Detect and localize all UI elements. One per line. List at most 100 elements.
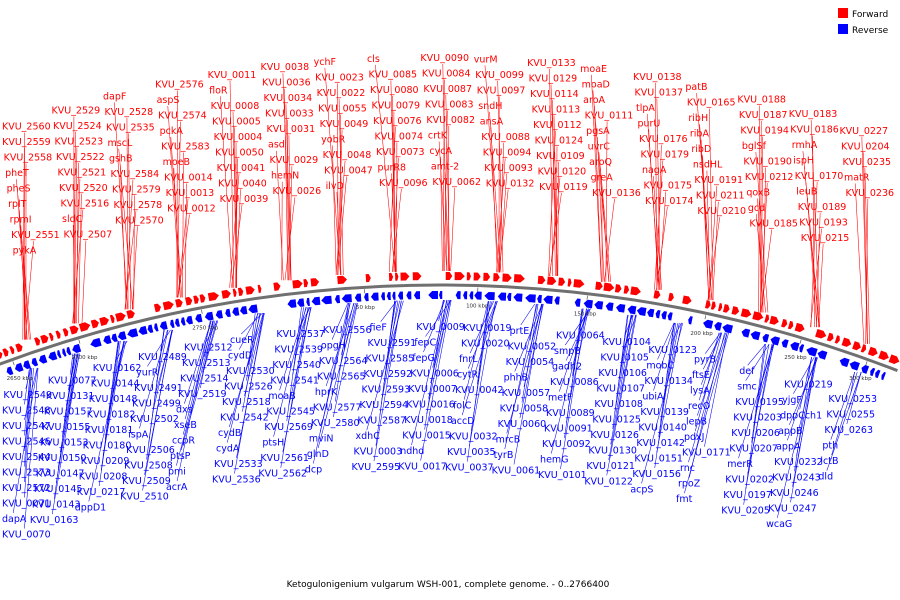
forward-gene-label[interactable]: KVU_0133 bbox=[527, 58, 576, 69]
forward-gene-label[interactable]: KVU_0055 bbox=[318, 103, 367, 114]
forward-gene-label[interactable]: KVU_2583 bbox=[161, 141, 210, 152]
reverse-gene-label[interactable]: mviN bbox=[309, 434, 334, 445]
forward-gene-label[interactable]: KVU_0176 bbox=[639, 134, 688, 145]
forward-gene-label[interactable]: KVU_2529 bbox=[52, 105, 101, 116]
reverse-gene-label[interactable]: pdxJ bbox=[684, 432, 704, 443]
forward-gene-label[interactable]: KVU_0034 bbox=[264, 93, 313, 104]
reverse-gene-label[interactable]: KVU_2562 bbox=[258, 469, 307, 480]
forward-gene-label[interactable]: KVU_0038 bbox=[261, 62, 310, 73]
reverse-gene-label[interactable]: KVU_0018 bbox=[404, 415, 453, 426]
forward-gene-label[interactable]: KVU_0085 bbox=[368, 69, 417, 80]
forward-gene-label[interactable]: tlpA bbox=[636, 103, 655, 114]
reverse-gene-label[interactable]: KVU_0197 bbox=[723, 490, 772, 501]
forward-gene-label[interactable]: ribD bbox=[691, 144, 711, 155]
forward-gene-label[interactable]: KVU_0049 bbox=[320, 119, 369, 130]
reverse-gene-label[interactable]: KVU_2548 bbox=[2, 405, 51, 416]
reverse-gene-label[interactable]: phhB bbox=[504, 372, 529, 383]
forward-gene-label[interactable]: KVU_2559 bbox=[2, 137, 51, 148]
forward-gene-label[interactable]: ansA bbox=[480, 116, 504, 127]
forward-gene-label[interactable]: KVU_0029 bbox=[270, 155, 319, 166]
reverse-gene-label[interactable]: KVU_0243 bbox=[772, 472, 821, 483]
forward-gene-label[interactable]: KVU_0236 bbox=[845, 188, 894, 199]
reverse-gene-label[interactable]: KVU_0147 bbox=[36, 469, 85, 480]
reverse-gene-label[interactable]: cueR bbox=[230, 335, 254, 346]
forward-gene-label[interactable]: KVU_0093 bbox=[484, 163, 533, 174]
reverse-gene-label[interactable]: KVU_0140 bbox=[638, 422, 687, 433]
reverse-gene-label[interactable]: KVU_0070 bbox=[2, 529, 51, 540]
forward-gene-label[interactable]: KVU_0190 bbox=[743, 157, 792, 168]
reverse-gene-label[interactable]: ccpR bbox=[172, 436, 195, 447]
reverse-gene-label[interactable]: appA bbox=[776, 441, 801, 452]
reverse-gene-label[interactable]: KVU_2489 bbox=[138, 352, 187, 363]
forward-gene-label[interactable]: KVU_2522 bbox=[56, 152, 105, 163]
forward-gene-label[interactable]: KVU_0165 bbox=[687, 98, 736, 109]
reverse-gene-label[interactable]: yjgF bbox=[782, 395, 802, 406]
reverse-gene-label[interactable]: KVU_0020 bbox=[461, 339, 510, 350]
reverse-gene-label[interactable]: smc bbox=[737, 382, 756, 393]
forward-gene-label[interactable]: KVU_0210 bbox=[697, 206, 746, 217]
reverse-gene-label[interactable]: KVU_2508 bbox=[124, 460, 173, 471]
forward-gene-label[interactable]: KVU_0119 bbox=[539, 182, 588, 193]
forward-gene-label[interactable]: KVU_0080 bbox=[370, 85, 419, 96]
reverse-gene-label[interactable]: KVU_2547 bbox=[2, 421, 51, 432]
forward-gene-label[interactable]: KVU_0023 bbox=[315, 72, 364, 83]
reverse-gene-label[interactable]: KVU_0130 bbox=[588, 445, 637, 456]
forward-gene-label[interactable]: KVU_0111 bbox=[585, 110, 634, 121]
forward-gene-label[interactable]: KVU_0074 bbox=[374, 131, 423, 142]
reverse-gene-label[interactable]: KVU_2580 bbox=[311, 418, 360, 429]
reverse-gene-label[interactable]: KVU_0255 bbox=[826, 410, 875, 421]
reverse-gene-label[interactable]: dppD1 bbox=[75, 502, 106, 513]
reverse-gene-label[interactable]: KVU_2594 bbox=[360, 400, 409, 411]
forward-gene-label[interactable]: KVU_0050 bbox=[215, 147, 264, 158]
forward-gene-label[interactable]: KVU_0084 bbox=[422, 69, 471, 80]
forward-gene-label[interactable]: ribA bbox=[690, 129, 710, 140]
reverse-gene-label[interactable]: KVU_0064 bbox=[556, 331, 605, 342]
reverse-gene-label[interactable]: KVU_0139 bbox=[640, 407, 689, 418]
forward-gene-label[interactable]: gcd bbox=[748, 203, 765, 214]
reverse-gene-label[interactable]: KVU_0058 bbox=[500, 403, 549, 414]
reverse-gene-label[interactable]: KVU_0144 bbox=[91, 378, 140, 389]
reverse-gene-label[interactable]: KVU_2592 bbox=[364, 369, 413, 380]
forward-gene-label[interactable]: KVU_2507 bbox=[64, 229, 113, 240]
forward-gene-label[interactable]: KVU_2516 bbox=[61, 198, 110, 209]
forward-gene-label[interactable]: KVU_2576 bbox=[155, 79, 204, 90]
forward-gene-label[interactable]: KVU_0193 bbox=[799, 218, 848, 229]
forward-gene-label[interactable]: moaD bbox=[582, 79, 610, 90]
forward-gene-label[interactable]: KVU_0132 bbox=[486, 178, 535, 189]
reverse-gene-label[interactable]: pmi bbox=[168, 467, 186, 478]
reverse-gene-label[interactable]: pyrB bbox=[694, 355, 716, 366]
forward-gene-label[interactable]: aspS bbox=[157, 95, 180, 106]
reverse-gene-label[interactable]: KVU_2510 bbox=[120, 491, 169, 502]
forward-gene-label[interactable]: KVU_2523 bbox=[55, 136, 104, 147]
forward-gene-label[interactable]: KVU_0090 bbox=[420, 53, 469, 64]
reverse-gene-label[interactable]: metF bbox=[548, 393, 572, 404]
reverse-gene-label[interactable]: KVU_0015 bbox=[402, 431, 451, 442]
reverse-gene-label[interactable]: KVU_0156 bbox=[632, 469, 681, 480]
reverse-gene-label[interactable]: KVU_0195 bbox=[735, 397, 784, 408]
reverse-gene-label[interactable]: KVU_0155 bbox=[42, 422, 91, 433]
reverse-gene-label[interactable]: KVU_2536 bbox=[212, 475, 261, 486]
forward-gene-label[interactable]: bglSf bbox=[742, 141, 767, 152]
forward-gene-label[interactable]: moeB bbox=[163, 157, 190, 168]
reverse-gene-label[interactable]: KVU_2541 bbox=[270, 376, 319, 387]
reverse-gene-label[interactable]: KVU_2518 bbox=[222, 397, 271, 408]
forward-gene-label[interactable]: cls bbox=[367, 54, 380, 65]
forward-gene-label[interactable]: KVU_0039 bbox=[220, 194, 269, 205]
reverse-gene-label[interactable]: KVU_2502 bbox=[130, 414, 179, 425]
reverse-gene-label[interactable]: appB bbox=[778, 426, 802, 437]
reverse-gene-label[interactable]: lysA bbox=[690, 386, 710, 397]
reverse-gene-label[interactable]: KVU_0153 bbox=[40, 438, 89, 449]
reverse-gene-label[interactable]: lctB bbox=[820, 456, 838, 467]
forward-gene-label[interactable]: vurM bbox=[474, 54, 498, 65]
reverse-gene-label[interactable]: KVU_0105 bbox=[600, 352, 649, 363]
reverse-gene-label[interactable]: wcaG bbox=[766, 519, 792, 530]
forward-gene-label[interactable]: KVU_0179 bbox=[640, 149, 689, 160]
forward-gene-label[interactable]: KVU_0137 bbox=[634, 87, 683, 98]
forward-gene-label[interactable]: KVU_0041 bbox=[217, 163, 266, 174]
reverse-gene-label[interactable]: KVU_0151 bbox=[634, 453, 683, 464]
forward-gene-label[interactable]: KVU_0033 bbox=[265, 109, 314, 120]
reverse-gene-label[interactable]: KVU_2533 bbox=[214, 459, 263, 470]
reverse-gene-label[interactable]: KVU_2569 bbox=[264, 422, 313, 433]
reverse-gene-label[interactable]: KVU_2513 bbox=[182, 358, 231, 369]
reverse-gene-label[interactable]: fepG bbox=[412, 353, 435, 364]
